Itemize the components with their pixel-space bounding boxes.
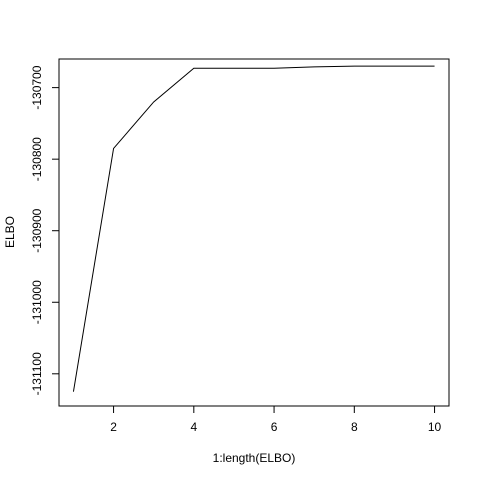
x-tick-label: 4	[190, 420, 197, 434]
y-axis: -131100 -131000 -130900 -130800 -130700	[30, 65, 59, 395]
x-tick-label: 8	[351, 420, 358, 434]
y-tick-label: -130800	[30, 137, 44, 181]
elbo-series-line	[73, 66, 434, 392]
y-tick-label: -130700	[30, 65, 44, 109]
x-axis-label: 1:length(ELBO)	[213, 451, 296, 465]
y-tick-label: -131100	[30, 352, 44, 395]
x-tick-label: 2	[110, 420, 117, 434]
x-tick-label: 6	[271, 420, 278, 434]
y-tick-label: -131000	[30, 280, 44, 324]
y-axis-label: ELBO	[3, 216, 17, 248]
x-axis: 2 4 6 8 10	[110, 406, 441, 434]
plot-frame	[59, 59, 449, 406]
x-tick-label: 10	[428, 420, 442, 434]
y-tick-label: -130900	[30, 208, 44, 252]
